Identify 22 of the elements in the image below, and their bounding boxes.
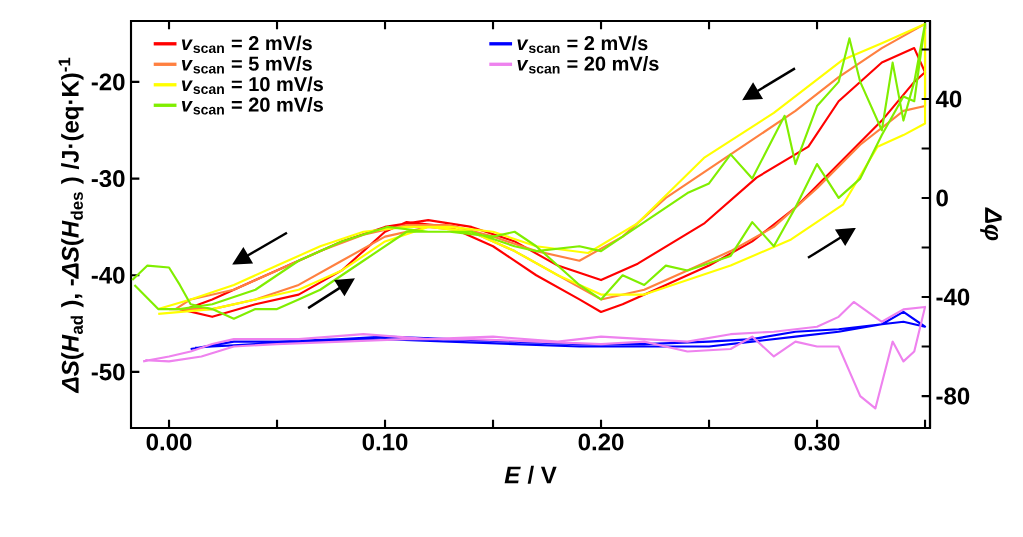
x-axis-title: E / V (504, 465, 557, 484)
y2-tick-label: -40 (936, 288, 970, 306)
y2-tick-label: -80 (936, 387, 970, 405)
legend-label: v$_{scan}$ = 20 mV/s (517, 56, 659, 74)
legend-label: v$_{scan}$ = 2 mV/s (181, 35, 312, 54)
text: ΔS(H$_{ad}$ ), -ΔS(H$_{des}$ ) /J·(eq·K)$^{-1}$ (58, 57, 84, 394)
legend-label: v$_{scan}$ = 5 mV/s (181, 56, 312, 74)
x-tick-label: 0.30 (794, 433, 840, 451)
x-tick-label: 0.10 (362, 433, 408, 451)
y-tick-label: -20 (91, 73, 125, 91)
x-tick-label: 0.20 (578, 433, 624, 451)
y2-tick-label: 40 (935, 90, 962, 108)
legend-label: v$_{scan}$ = 10 mV/s (181, 76, 323, 95)
legend-label: v$_{scan}$ = 2 mV/s (517, 35, 648, 54)
y-tick-label: -40 (91, 266, 125, 284)
y-tick-label: -30 (91, 170, 125, 188)
y-tick-label: -50 (91, 363, 125, 381)
x-tick-label: 0.00 (146, 433, 192, 451)
legend-label: v$_{scan}$ = 20 mV/s (181, 97, 323, 115)
line-series (142, 300, 927, 410)
y2-axis-title: Δφ (980, 207, 1002, 241)
y2-tick-label: 0 (936, 189, 948, 207)
